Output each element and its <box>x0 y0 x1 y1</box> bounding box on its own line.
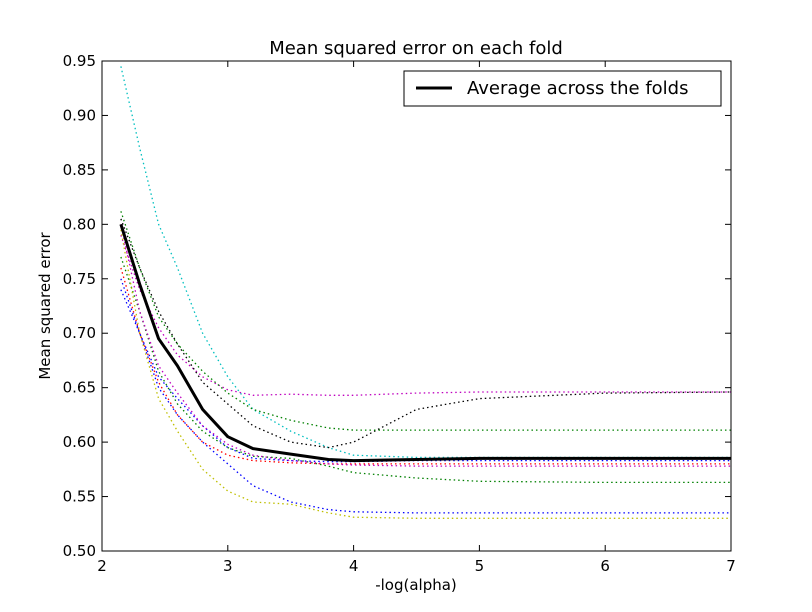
y-tick-label: 0.80 <box>63 215 96 233</box>
x-tick-label: 7 <box>726 557 736 575</box>
series-line-fold-4 <box>120 211 731 431</box>
series-line-fold-8 <box>120 229 731 519</box>
y-tick-label: 0.85 <box>63 161 96 179</box>
series-line-average <box>119 223 731 463</box>
series-line-fold-3 <box>120 218 732 449</box>
plot-frame <box>101 60 732 552</box>
y-tick-label: 0.60 <box>63 433 96 451</box>
series-line-fold-9 <box>120 278 731 463</box>
series-line-fold-2 <box>120 234 731 396</box>
y-tick-label: 0.55 <box>63 488 96 506</box>
x-tick-label: 2 <box>97 557 107 575</box>
series-line-fold-10 <box>120 224 731 467</box>
x-tick-label: 6 <box>600 557 610 575</box>
y-tick-label: 0.75 <box>63 270 96 288</box>
series-line-fold-7 <box>120 289 731 514</box>
y-tick-label: 0.65 <box>63 379 96 397</box>
x-tick-label: 5 <box>475 557 485 575</box>
legend: Average across the folds <box>403 70 722 107</box>
y-axis-title: Mean squared error <box>36 231 54 379</box>
chart-title: Mean squared error on each fold <box>269 38 563 59</box>
legend-label-average: Average across the folds <box>467 78 688 99</box>
x-tick-label: 4 <box>349 557 359 575</box>
series-layer <box>119 66 732 519</box>
series-line-fold-1 <box>120 66 731 459</box>
y-tick-label: 0.70 <box>63 324 96 342</box>
tick-layer: 2 3 4 5 6 7 0.50 0.55 0.60 0.65 0.70 0.75 0.80 0.85 0.… <box>63 52 736 575</box>
y-tick-label: 0.95 <box>63 52 96 70</box>
x-tick-label: 3 <box>223 557 233 575</box>
x-axis-title: -log(alpha) <box>375 576 457 594</box>
series-line-fold-5 <box>120 256 731 484</box>
series-line-fold-6 <box>120 267 731 465</box>
y-tick-label: 0.50 <box>63 542 96 560</box>
legend-frame <box>403 70 722 107</box>
y-tick-label: 0.90 <box>63 106 96 124</box>
